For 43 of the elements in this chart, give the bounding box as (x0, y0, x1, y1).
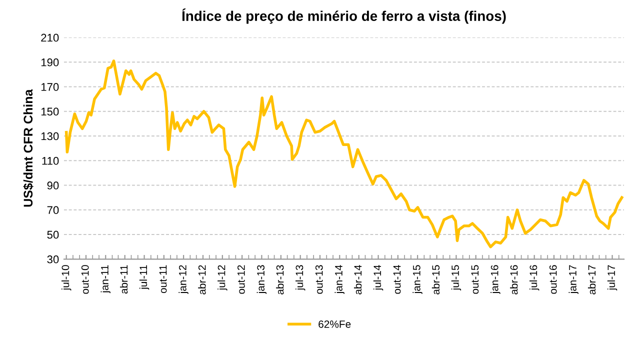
x-tick-label: out-15 (471, 265, 479, 294)
x-tick-label: abr-12 (198, 265, 206, 294)
x-tick-label: jan-17 (568, 265, 578, 294)
x-tick-label: jan-15 (412, 265, 422, 294)
x-tick-label: jul-14 (373, 265, 384, 290)
x-tick-label: jul-15 (451, 265, 462, 290)
legend-label: 62%Fe (318, 320, 351, 328)
x-tick-label: jul-16 (529, 265, 540, 290)
x-tick-label: abr-15 (432, 265, 440, 294)
y-tick-label: 50 (47, 230, 59, 239)
x-tick-label: abr-14 (354, 265, 362, 294)
x-tick-label: abr-11 (120, 265, 128, 294)
x-tick-label: jul-13 (295, 265, 306, 290)
x-tick-label: jul-12 (218, 265, 228, 290)
y-tick-label: 170 (41, 83, 59, 91)
y-tick-label: 70 (47, 206, 59, 214)
x-tick-label: abr-17 (588, 265, 596, 294)
x-tick-label: jan-14 (334, 265, 344, 294)
y-tick-label: 210 (41, 34, 59, 42)
x-tick-label: out-13 (315, 265, 323, 294)
y-tick-label: 150 (41, 108, 59, 116)
y-tick-label: 30 (47, 255, 59, 264)
x-tick-label: jan-11 (100, 265, 110, 294)
y-tick-label: 110 (42, 156, 59, 165)
y-tick-label: 90 (47, 182, 59, 190)
x-tick-label: out-14 (393, 265, 401, 294)
x-tick-label: jul-11 (139, 265, 150, 290)
x-tick-label: jul-17 (607, 265, 618, 290)
x-tick-label: jan-13 (256, 265, 267, 294)
y-tick-label: 130 (41, 132, 59, 140)
x-tick-label: out-12 (237, 265, 245, 294)
y-axis-title: US$/dmt CFR China (23, 89, 34, 207)
y-tick-label: 190 (41, 58, 59, 66)
x-tick-label: jan-12 (178, 265, 188, 294)
x-tick-label: out-10 (81, 265, 89, 294)
x-tick-label: out-16 (549, 265, 557, 294)
chart-title: Índice de preço de minério de ferro a vista (finos) (182, 8, 506, 24)
x-tick-label: abr-16 (510, 265, 518, 294)
x-tick-label: jan-16 (490, 265, 500, 294)
x-tick-label: jul-10 (61, 265, 72, 290)
x-tick-label: abr-13 (276, 265, 284, 294)
line-series (64, 60, 624, 248)
x-tick-label: out-11 (159, 265, 167, 294)
